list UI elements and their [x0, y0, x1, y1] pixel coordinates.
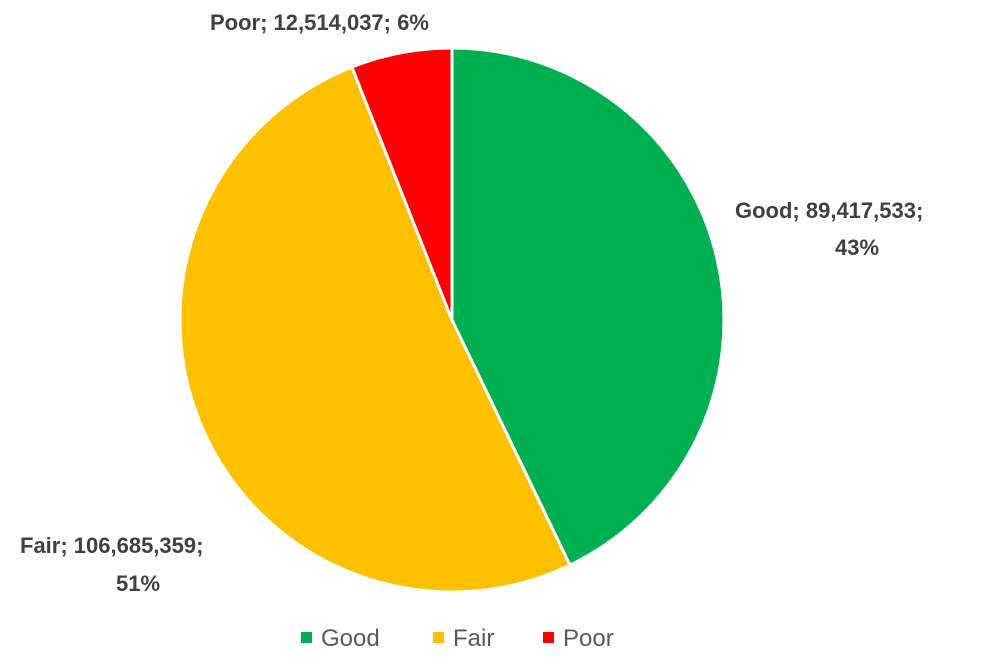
label-poor: Poor; 12,514,037; 6%: [210, 10, 429, 35]
label-fair-line2: 51%: [116, 571, 160, 596]
label-good-line2: 43%: [835, 235, 879, 260]
legend-swatch-fair: [433, 632, 444, 643]
legend-label-good: Good: [321, 625, 380, 652]
data-labels: Poor; 12,514,037; 6% Good; 89,417,533; 4…: [20, 10, 923, 596]
pie-slice-good: [450, 46, 726, 567]
pie-slices: [178, 46, 726, 594]
pie-slice-fair: [178, 65, 572, 594]
pie-slice-poor: [350, 46, 454, 322]
legend: Good Fair Poor: [301, 625, 614, 652]
legend-label-fair: Fair: [453, 625, 494, 652]
legend-swatch-poor: [543, 632, 554, 643]
label-fair-line1: Fair; 106,685,359;: [20, 533, 203, 558]
label-good-line1: Good; 89,417,533;: [735, 198, 923, 223]
legend-swatch-good: [301, 632, 312, 643]
legend-label-poor: Poor: [563, 625, 614, 652]
